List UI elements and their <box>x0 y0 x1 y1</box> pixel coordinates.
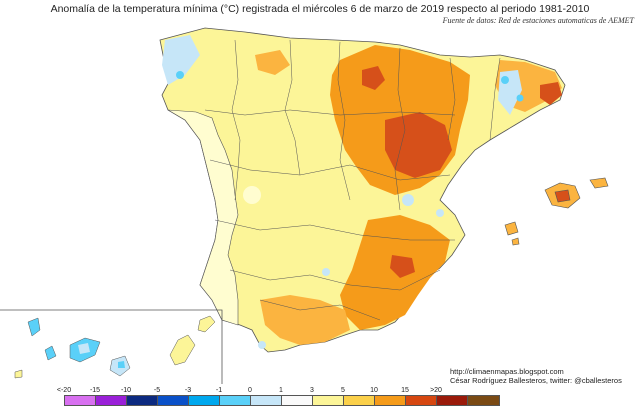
legend-tick-label: 3 <box>310 387 314 394</box>
anomaly-spot-blue-4 <box>402 194 414 206</box>
legend-tick-label: <-20 <box>56 387 72 394</box>
anomaly-spot-blue-5 <box>436 209 444 217</box>
legend-tick-label: 15 <box>401 387 409 394</box>
credit-author: César Rodríguez Ballesteros, twitter: @c… <box>450 376 622 385</box>
anomaly-spot-blue-3 <box>176 71 184 79</box>
anomaly-spot-blue-1 <box>501 76 509 84</box>
legend-tick-label: -1 <box>215 387 223 394</box>
legend-tick-label: -10 <box>120 387 132 394</box>
credit-url: http://climaenmapas.blogspot.com <box>450 367 564 376</box>
legend-tick-label: -15 <box>89 387 101 394</box>
legend-tick-label: 5 <box>341 387 345 394</box>
legend-swatch <box>344 396 375 405</box>
legend-swatch <box>220 396 251 405</box>
anomaly-spot-blue-2 <box>516 94 524 102</box>
map-title: Anomalía de la temperatura mínima (°C) r… <box>50 3 590 15</box>
legend-tick-label: 0 <box>248 387 252 394</box>
legend-tick-label: -3 <box>184 387 192 394</box>
legend-swatch <box>65 396 96 405</box>
legend-swatch <box>313 396 344 405</box>
anomaly-zone-orange-nw <box>255 50 290 75</box>
balearic-islands <box>504 177 609 246</box>
legend-swatch <box>468 396 499 405</box>
anomaly-zone-red-north <box>362 66 385 90</box>
legend-colorbar <box>64 395 500 406</box>
legend-swatch <box>158 396 189 405</box>
legend-swatch <box>96 396 127 405</box>
anomaly-zone-catalonia-red <box>540 82 562 105</box>
anomaly-zone-red-south <box>390 255 415 278</box>
legend-tick-label: 1 <box>279 387 283 394</box>
legend-tick-label: -5 <box>153 387 161 394</box>
anomaly-spot-blue-8 <box>258 341 266 349</box>
legend-swatch <box>282 396 313 405</box>
data-source: Fuente de datos: Red de estaciones autom… <box>442 16 634 25</box>
legend-swatch <box>189 396 220 405</box>
legend-tick-label: 10 <box>370 387 378 394</box>
legend-swatch <box>251 396 282 405</box>
legend-swatch <box>375 396 406 405</box>
legend-swatch <box>406 396 437 405</box>
legend-swatch <box>437 396 468 405</box>
portugal-area <box>167 109 239 326</box>
canary-islands-inset <box>0 309 223 384</box>
anomaly-zone-blue-galicia <box>162 35 200 85</box>
legend-tick-label: >20 <box>430 387 442 394</box>
province-borders <box>204 39 501 321</box>
anomaly-zone-orange-andalucia <box>260 295 350 345</box>
anomaly-zone-red-teruel <box>385 112 452 178</box>
legend-swatch <box>127 396 158 405</box>
anomaly-spot-blue-6 <box>322 268 330 276</box>
anomaly-spot-blue-7 <box>243 186 261 204</box>
